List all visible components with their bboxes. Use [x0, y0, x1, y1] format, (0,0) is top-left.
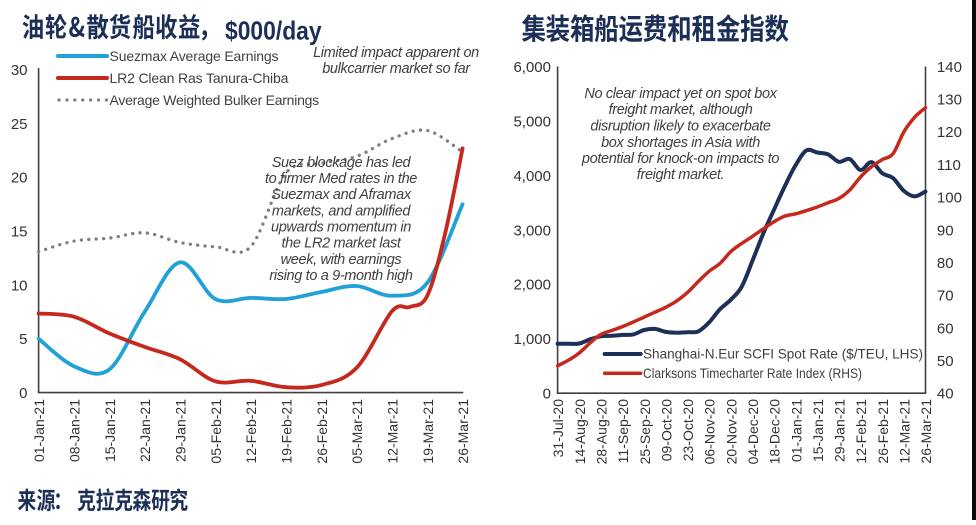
svg-text:bulkcarrier market so far: bulkcarrier market so far [322, 61, 471, 77]
svg-text:4,000: 4,000 [513, 168, 551, 185]
svg-text:120: 120 [937, 124, 962, 141]
svg-text:5,000: 5,000 [513, 113, 551, 130]
svg-text:10: 10 [11, 277, 28, 294]
svg-text:to firmer Med rates in the: to firmer Med rates in the [265, 171, 417, 187]
svg-text:Suezmax Average Earnings: Suezmax Average Earnings [110, 48, 279, 64]
svg-text:6,000: 6,000 [513, 59, 551, 76]
svg-text:25-Sep-20: 25-Sep-20 [637, 399, 653, 465]
svg-text:15: 15 [11, 224, 28, 241]
svg-text:31-Jul-20: 31-Jul-20 [550, 399, 566, 458]
svg-text:the LR2 market last: the LR2 market last [281, 236, 401, 252]
svg-text:23-Oct-20: 23-Oct-20 [680, 399, 696, 461]
svg-text:06-Nov-20: 06-Nov-20 [702, 399, 718, 465]
svg-text:2,000: 2,000 [513, 277, 551, 294]
svg-text:05-Feb-21: 05-Feb-21 [208, 399, 224, 464]
svg-text:Average Weighted Bulker Earnin: Average Weighted Bulker Earnings [110, 92, 320, 108]
svg-text:29-Jan-21: 29-Jan-21 [173, 399, 189, 462]
svg-text:20: 20 [11, 170, 28, 187]
svg-text:22-Jan-21: 22-Jan-21 [137, 399, 153, 462]
svg-text:28-Aug-20: 28-Aug-20 [594, 399, 610, 465]
svg-text:freight market, although: freight market, although [609, 102, 753, 118]
svg-text:130: 130 [937, 92, 962, 109]
svg-text:26-Feb-21: 26-Feb-21 [314, 399, 330, 464]
svg-text:08-Jan-21: 08-Jan-21 [67, 399, 83, 462]
svg-text:15-Jan-21: 15-Jan-21 [102, 399, 118, 462]
svg-text:60: 60 [937, 320, 954, 337]
svg-text:70: 70 [937, 288, 954, 305]
svg-text:0: 0 [543, 386, 551, 403]
svg-text:Clarksons Timecharter Rate Ind: Clarksons Timecharter Rate Index (RHS) [643, 365, 862, 381]
svg-text:12-Mar-21: 12-Mar-21 [385, 399, 401, 464]
svg-text:Shanghai-N.Eur SCFI Spot Rate: Shanghai-N.Eur SCFI Spot Rate ($/TEU, LH… [643, 346, 923, 362]
svg-text:26-Mar-21: 26-Mar-21 [918, 399, 934, 464]
svg-text:0: 0 [19, 385, 27, 402]
svg-text:markets, and amplified: markets, and amplified [272, 203, 411, 219]
svg-text:80: 80 [937, 255, 954, 272]
svg-text:26-Feb-21: 26-Feb-21 [875, 399, 891, 464]
svg-text:09-Oct-20: 09-Oct-20 [658, 399, 674, 461]
svg-text:Limited impact apparent on: Limited impact apparent on [313, 45, 479, 61]
svg-text:40: 40 [937, 386, 954, 403]
svg-text:140: 140 [937, 59, 962, 76]
svg-text:disruption likely to exacerbat: disruption likely to exacerbate [590, 119, 770, 135]
svg-text:15-Jan-21: 15-Jan-21 [810, 399, 826, 462]
svg-text:potential for knock-on impacts: potential for knock-on impacts to [581, 151, 779, 167]
svg-text:No clear impact yet on spot bo: No clear impact yet on spot box [584, 86, 777, 102]
svg-text:26-Mar-21: 26-Mar-21 [455, 399, 471, 464]
svg-text:LR2 Clean Ras Tanura-Chiba: LR2 Clean Ras Tanura-Chiba [110, 70, 289, 86]
svg-text:5: 5 [19, 331, 27, 348]
svg-text:upwards momentum in: upwards momentum in [271, 220, 411, 236]
svg-text:20-Nov-20: 20-Nov-20 [723, 399, 739, 465]
svg-text:rising to a 9-month high: rising to a 9-month high [269, 268, 412, 284]
svg-text:19-Mar-21: 19-Mar-21 [420, 399, 436, 464]
svg-text:week, with earnings: week, with earnings [281, 252, 402, 268]
svg-text:01-Jan-21: 01-Jan-21 [788, 399, 804, 462]
svg-text:1,000: 1,000 [513, 331, 551, 348]
svg-text:50: 50 [937, 353, 954, 370]
svg-text:18-Dec-20: 18-Dec-20 [767, 399, 783, 465]
svg-text:12-Feb-21: 12-Feb-21 [853, 399, 869, 464]
svg-text:12-Feb-21: 12-Feb-21 [243, 399, 259, 464]
svg-text:04-Dec-20: 04-Dec-20 [745, 399, 761, 465]
svg-text:01-Jan-21: 01-Jan-21 [31, 399, 47, 462]
svg-text:05-Mar-21: 05-Mar-21 [349, 399, 365, 464]
svg-text:box shortages in Asia with: box shortages in Asia with [601, 135, 760, 151]
svg-text:110: 110 [937, 157, 961, 174]
svg-text:12-Mar-21: 12-Mar-21 [897, 399, 913, 464]
svg-text:$000/day: $000/day [225, 15, 322, 45]
svg-text:3,000: 3,000 [513, 222, 551, 239]
svg-text:freight market.: freight market. [637, 167, 724, 183]
svg-text:11-Sep-20: 11-Sep-20 [615, 399, 631, 464]
svg-text:25: 25 [11, 116, 28, 133]
svg-text:Suezmax and Aframax: Suezmax and Aframax [271, 187, 412, 203]
svg-text:100: 100 [937, 190, 962, 207]
svg-text:30: 30 [11, 62, 28, 79]
svg-text:19-Feb-21: 19-Feb-21 [279, 399, 295, 464]
svg-text:29-Jan-21: 29-Jan-21 [832, 399, 848, 462]
svg-text:90: 90 [937, 222, 954, 239]
svg-text:14-Aug-20: 14-Aug-20 [572, 399, 588, 465]
svg-text:Suez blockage has led: Suez blockage has led [272, 155, 412, 171]
